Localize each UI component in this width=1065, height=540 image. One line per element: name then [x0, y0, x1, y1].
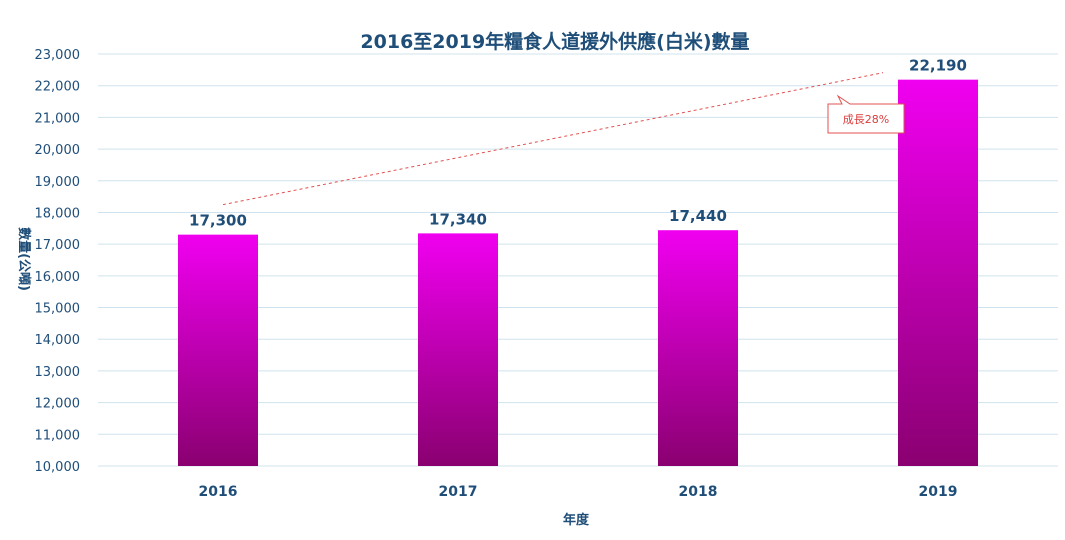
bar-2019 [898, 79, 978, 466]
y-axis-ticks: 10,000 11,000 12,000 13,000 14,000 15,000 16,0… [35, 48, 81, 475]
bar-2018 [658, 230, 738, 466]
growth-annotation: 成長28% [827, 94, 905, 134]
y-tick-label: 15,000 [35, 302, 81, 317]
y-tick-label: 22,000 [35, 80, 81, 95]
x-tick-label: 2016 [199, 484, 238, 500]
data-label-2018: 17,440 [669, 207, 727, 225]
y-tick-label: 23,000 [35, 48, 81, 63]
y-tick-label: 17,000 [35, 238, 81, 253]
data-label-2019: 22,190 [909, 57, 967, 75]
y-tick-label: 18,000 [35, 206, 81, 221]
y-axis-title: 數量(公噸) [16, 227, 32, 291]
trend-line [222, 72, 884, 206]
bar-2017 [418, 233, 498, 466]
data-label-2017: 17,340 [429, 210, 487, 228]
y-tick-label: 14,000 [35, 333, 81, 348]
y-tick-label: 12,000 [35, 397, 81, 412]
annotation-callout-box [827, 94, 905, 134]
data-label-2016: 17,300 [189, 212, 247, 230]
x-tick-label: 2017 [439, 484, 478, 500]
y-tick-label: 20,000 [35, 143, 81, 158]
y-tick-label: 21,000 [35, 111, 81, 126]
x-axis-title: 年度 [563, 512, 590, 528]
data-labels: 17,300 17,340 17,440 22,190 [189, 57, 967, 230]
bar-2016 [178, 234, 258, 466]
y-tick-label: 13,000 [35, 365, 81, 380]
x-axis-ticks: 2016 2017 2018 2019 [199, 484, 958, 500]
bars [178, 79, 978, 466]
x-tick-label: 2018 [679, 484, 718, 500]
y-tick-label: 19,000 [35, 175, 81, 190]
y-tick-label: 11,000 [35, 428, 81, 443]
x-tick-label: 2019 [919, 484, 958, 500]
y-tick-label: 10,000 [35, 460, 81, 475]
chart-title: 2016至2019年糧食人道援外供應(白米)數量 [360, 30, 749, 53]
y-tick-label: 16,000 [35, 270, 81, 285]
annotation-text: 成長28% [843, 113, 889, 126]
